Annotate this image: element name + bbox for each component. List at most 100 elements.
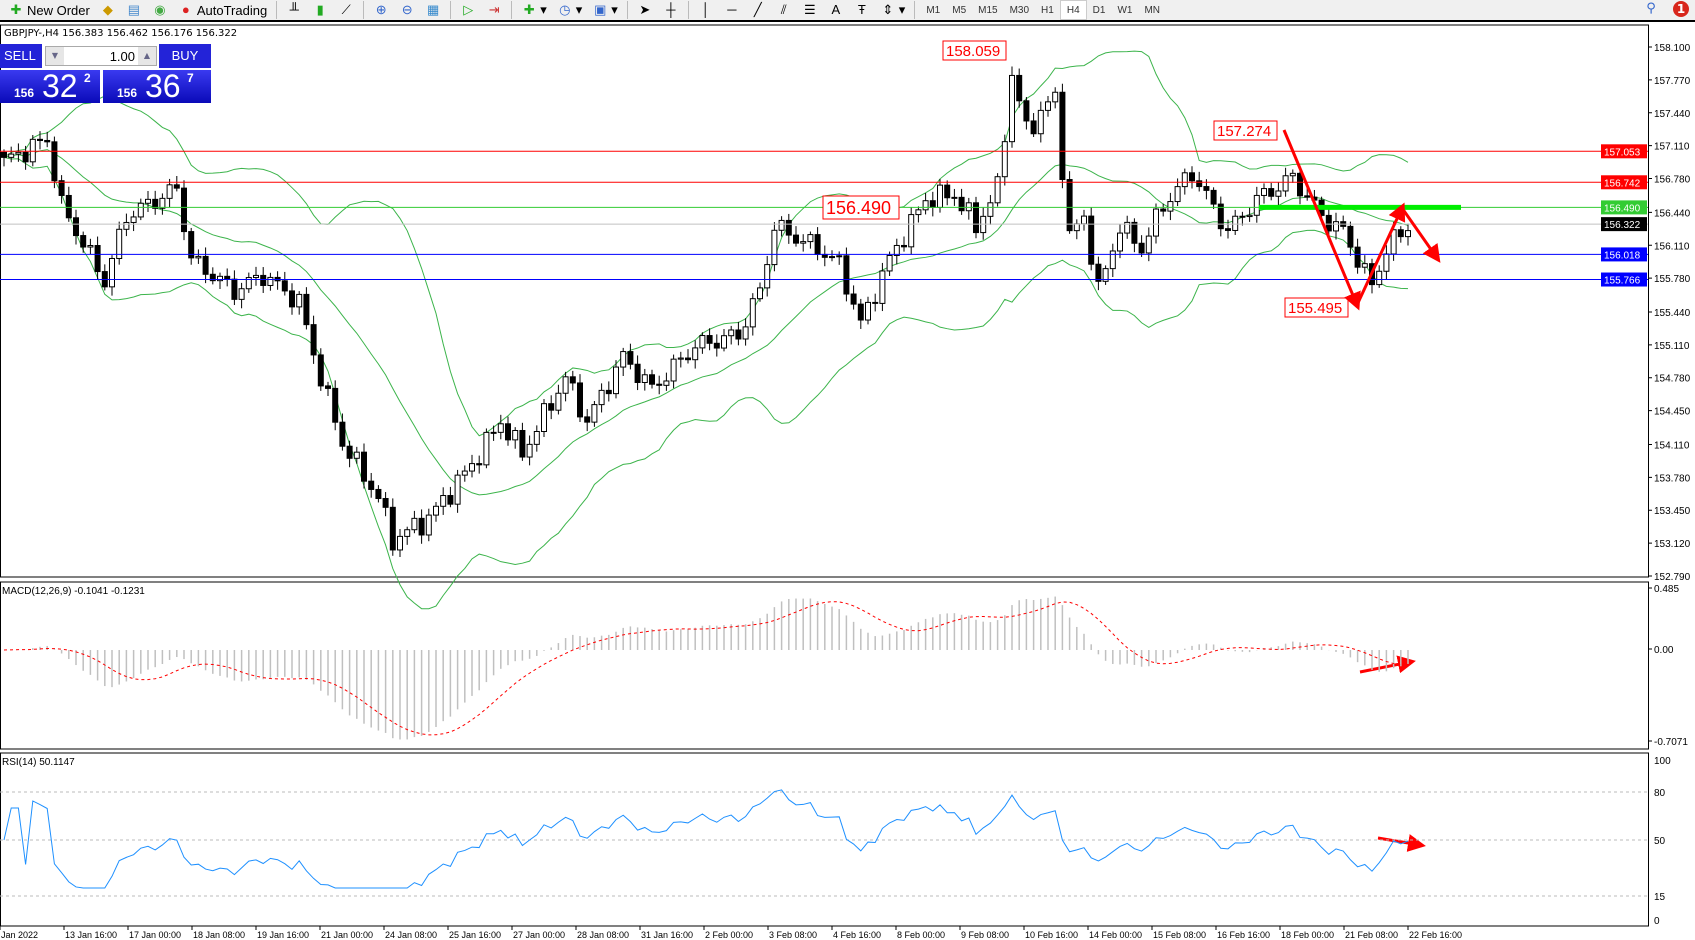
bearish-candle — [973, 202, 979, 234]
price-axis-label: 156.110 — [1654, 241, 1690, 252]
zoom-in-button[interactable]: ⊕ — [369, 0, 393, 20]
bullish-candle — [1045, 101, 1051, 111]
arrows-button[interactable]: ⇕ ▾ — [876, 0, 910, 20]
time-axis-label: 10 Feb 16:00 — [1025, 930, 1078, 940]
bearish-candle — [1066, 179, 1073, 232]
bullish-candle — [778, 219, 785, 231]
timeframe-d1[interactable]: D1 — [1092, 4, 1106, 16]
timeframe-h4[interactable]: H4 — [1059, 0, 1087, 20]
clock-icon: ◷ — [559, 2, 571, 17]
bullish-candle — [728, 329, 735, 337]
zoom-out-button[interactable]: ⊖ — [395, 0, 419, 20]
sell-price-pips: 32 — [42, 68, 78, 104]
templates-button[interactable]: ▣ ▾ — [594, 2, 618, 17]
bearish-candle — [94, 245, 101, 273]
fibonacci-button[interactable]: ☰ — [798, 0, 822, 20]
price-annotation-box — [942, 40, 1007, 61]
bearish-candle — [843, 255, 850, 295]
bearish-candle — [368, 480, 375, 490]
arrows-icon: ⇕ — [882, 2, 894, 17]
cursor-button[interactable]: ➤ — [633, 0, 657, 20]
bearish-candle — [44, 139, 51, 143]
horizontal-line-button[interactable]: ─ — [720, 0, 744, 20]
bearish-candle — [1203, 186, 1210, 191]
time-axis-label: 21 Feb 08:00 — [1345, 930, 1398, 940]
bullish-candle — [893, 244, 900, 256]
bearish-candle — [317, 354, 324, 387]
auto-scroll-button[interactable]: ▷ — [456, 0, 480, 20]
navigator-button[interactable]: ▤ — [122, 0, 146, 20]
bearish-candle — [202, 255, 209, 275]
bearish-candle — [361, 451, 367, 482]
chart-shift-icon: ⇥ — [488, 2, 500, 17]
sell-button[interactable]: SELL — [0, 44, 42, 68]
buy-button[interactable]: BUY — [159, 44, 211, 68]
bearish-candle — [1297, 172, 1303, 197]
bearish-candle — [872, 301, 879, 304]
price-annotation-box — [822, 195, 900, 220]
periods-button[interactable]: ◷ ▾ — [553, 0, 587, 20]
bullish-candle — [641, 374, 648, 383]
sell-price-button[interactable]: 156 32 2 — [0, 68, 100, 104]
buy-price-button[interactable]: 156 36 7 — [103, 68, 211, 104]
vertical-line-button[interactable]: │ — [694, 0, 718, 20]
bullish-candle — [1289, 172, 1296, 177]
macd-trend-arrow — [1359, 655, 1416, 674]
bullish-candle — [253, 274, 259, 279]
timeframe-m5[interactable]: M5 — [952, 4, 967, 16]
price-tag-label: 156.490 — [1604, 203, 1641, 214]
decrease-lot-button[interactable]: ▼ — [46, 47, 64, 65]
notifications-badge[interactable]: 1 — [1673, 1, 1689, 17]
price-annotation: 158.059 — [946, 43, 1000, 60]
trend-arrow — [1400, 207, 1441, 263]
market-watch-button[interactable]: ◆ — [96, 0, 120, 20]
sell-price-fraction: 2 — [84, 71, 91, 85]
bearish-candle — [901, 244, 907, 248]
autotrading-button[interactable]: ● AutoTrading — [174, 0, 271, 20]
trendline-button[interactable]: ╱ — [746, 0, 770, 20]
bullish-candle — [454, 474, 461, 505]
tile-windows-button[interactable]: ▦ — [421, 0, 445, 20]
text-button[interactable]: A — [824, 0, 848, 20]
bullish-candle — [836, 255, 843, 258]
text-label-button[interactable]: Ŧ — [850, 0, 874, 20]
bullish-candle — [800, 241, 807, 244]
time-axis-label: 21 Jan 00:00 — [321, 930, 373, 940]
lot-size-stepper[interactable]: ▼ ▲ — [45, 46, 157, 66]
crosshair-button[interactable]: ┼ — [659, 0, 683, 20]
timeframe-mn[interactable]: MN — [1144, 4, 1160, 16]
price-annotation: 155.495 — [1288, 300, 1342, 317]
bullish-candle — [490, 431, 497, 434]
time-axis-label: 31 Jan 16:00 — [641, 930, 693, 940]
increase-lot-button[interactable]: ▲ — [138, 47, 156, 65]
candlestick-button[interactable]: ▮ — [308, 0, 332, 20]
new-order-button[interactable]: ✚ New Order — [4, 0, 94, 20]
price-axis-label: 154.780 — [1654, 374, 1691, 385]
timeframe-m15[interactable]: M15 — [978, 4, 998, 16]
equidistant-channel-button[interactable]: ⫽ — [772, 0, 796, 20]
bullish-candle — [1073, 223, 1080, 232]
bearish-candle — [958, 196, 965, 212]
timeframe-h1[interactable]: H1 — [1041, 4, 1054, 16]
line-chart-button[interactable]: ⟋ — [334, 0, 358, 20]
lot-size-input[interactable] — [64, 48, 138, 64]
search-icon[interactable]: ⚲ — [1646, 1, 1656, 16]
bearish-candle — [173, 184, 180, 189]
timeframe-w1[interactable]: W1 — [1117, 4, 1133, 16]
chart-shift-button[interactable]: ⇥ — [482, 0, 506, 20]
time-axis-label: 19 Jan 16:00 — [257, 930, 309, 940]
bullish-candle — [620, 351, 627, 368]
timeframe-bar: M1 M5 M15 M30 H1 H4 D1 W1 MN — [920, 0, 1166, 20]
bar-chart-button[interactable]: ╨ — [282, 0, 306, 20]
indicators-button[interactable]: ✚ ▾ — [517, 0, 551, 20]
bullish-candle — [238, 288, 245, 300]
bullish-candle — [137, 202, 144, 218]
timeframe-m30[interactable]: M30 — [1009, 4, 1030, 16]
bullish-candle — [1174, 186, 1181, 203]
signals-button[interactable]: ◉ — [148, 0, 172, 20]
timeframe-m1[interactable]: M1 — [926, 4, 941, 16]
time-axis-label: 17 Jan 00:00 — [129, 930, 181, 940]
bullish-candle — [1102, 268, 1109, 282]
bullish-candle — [145, 198, 151, 204]
